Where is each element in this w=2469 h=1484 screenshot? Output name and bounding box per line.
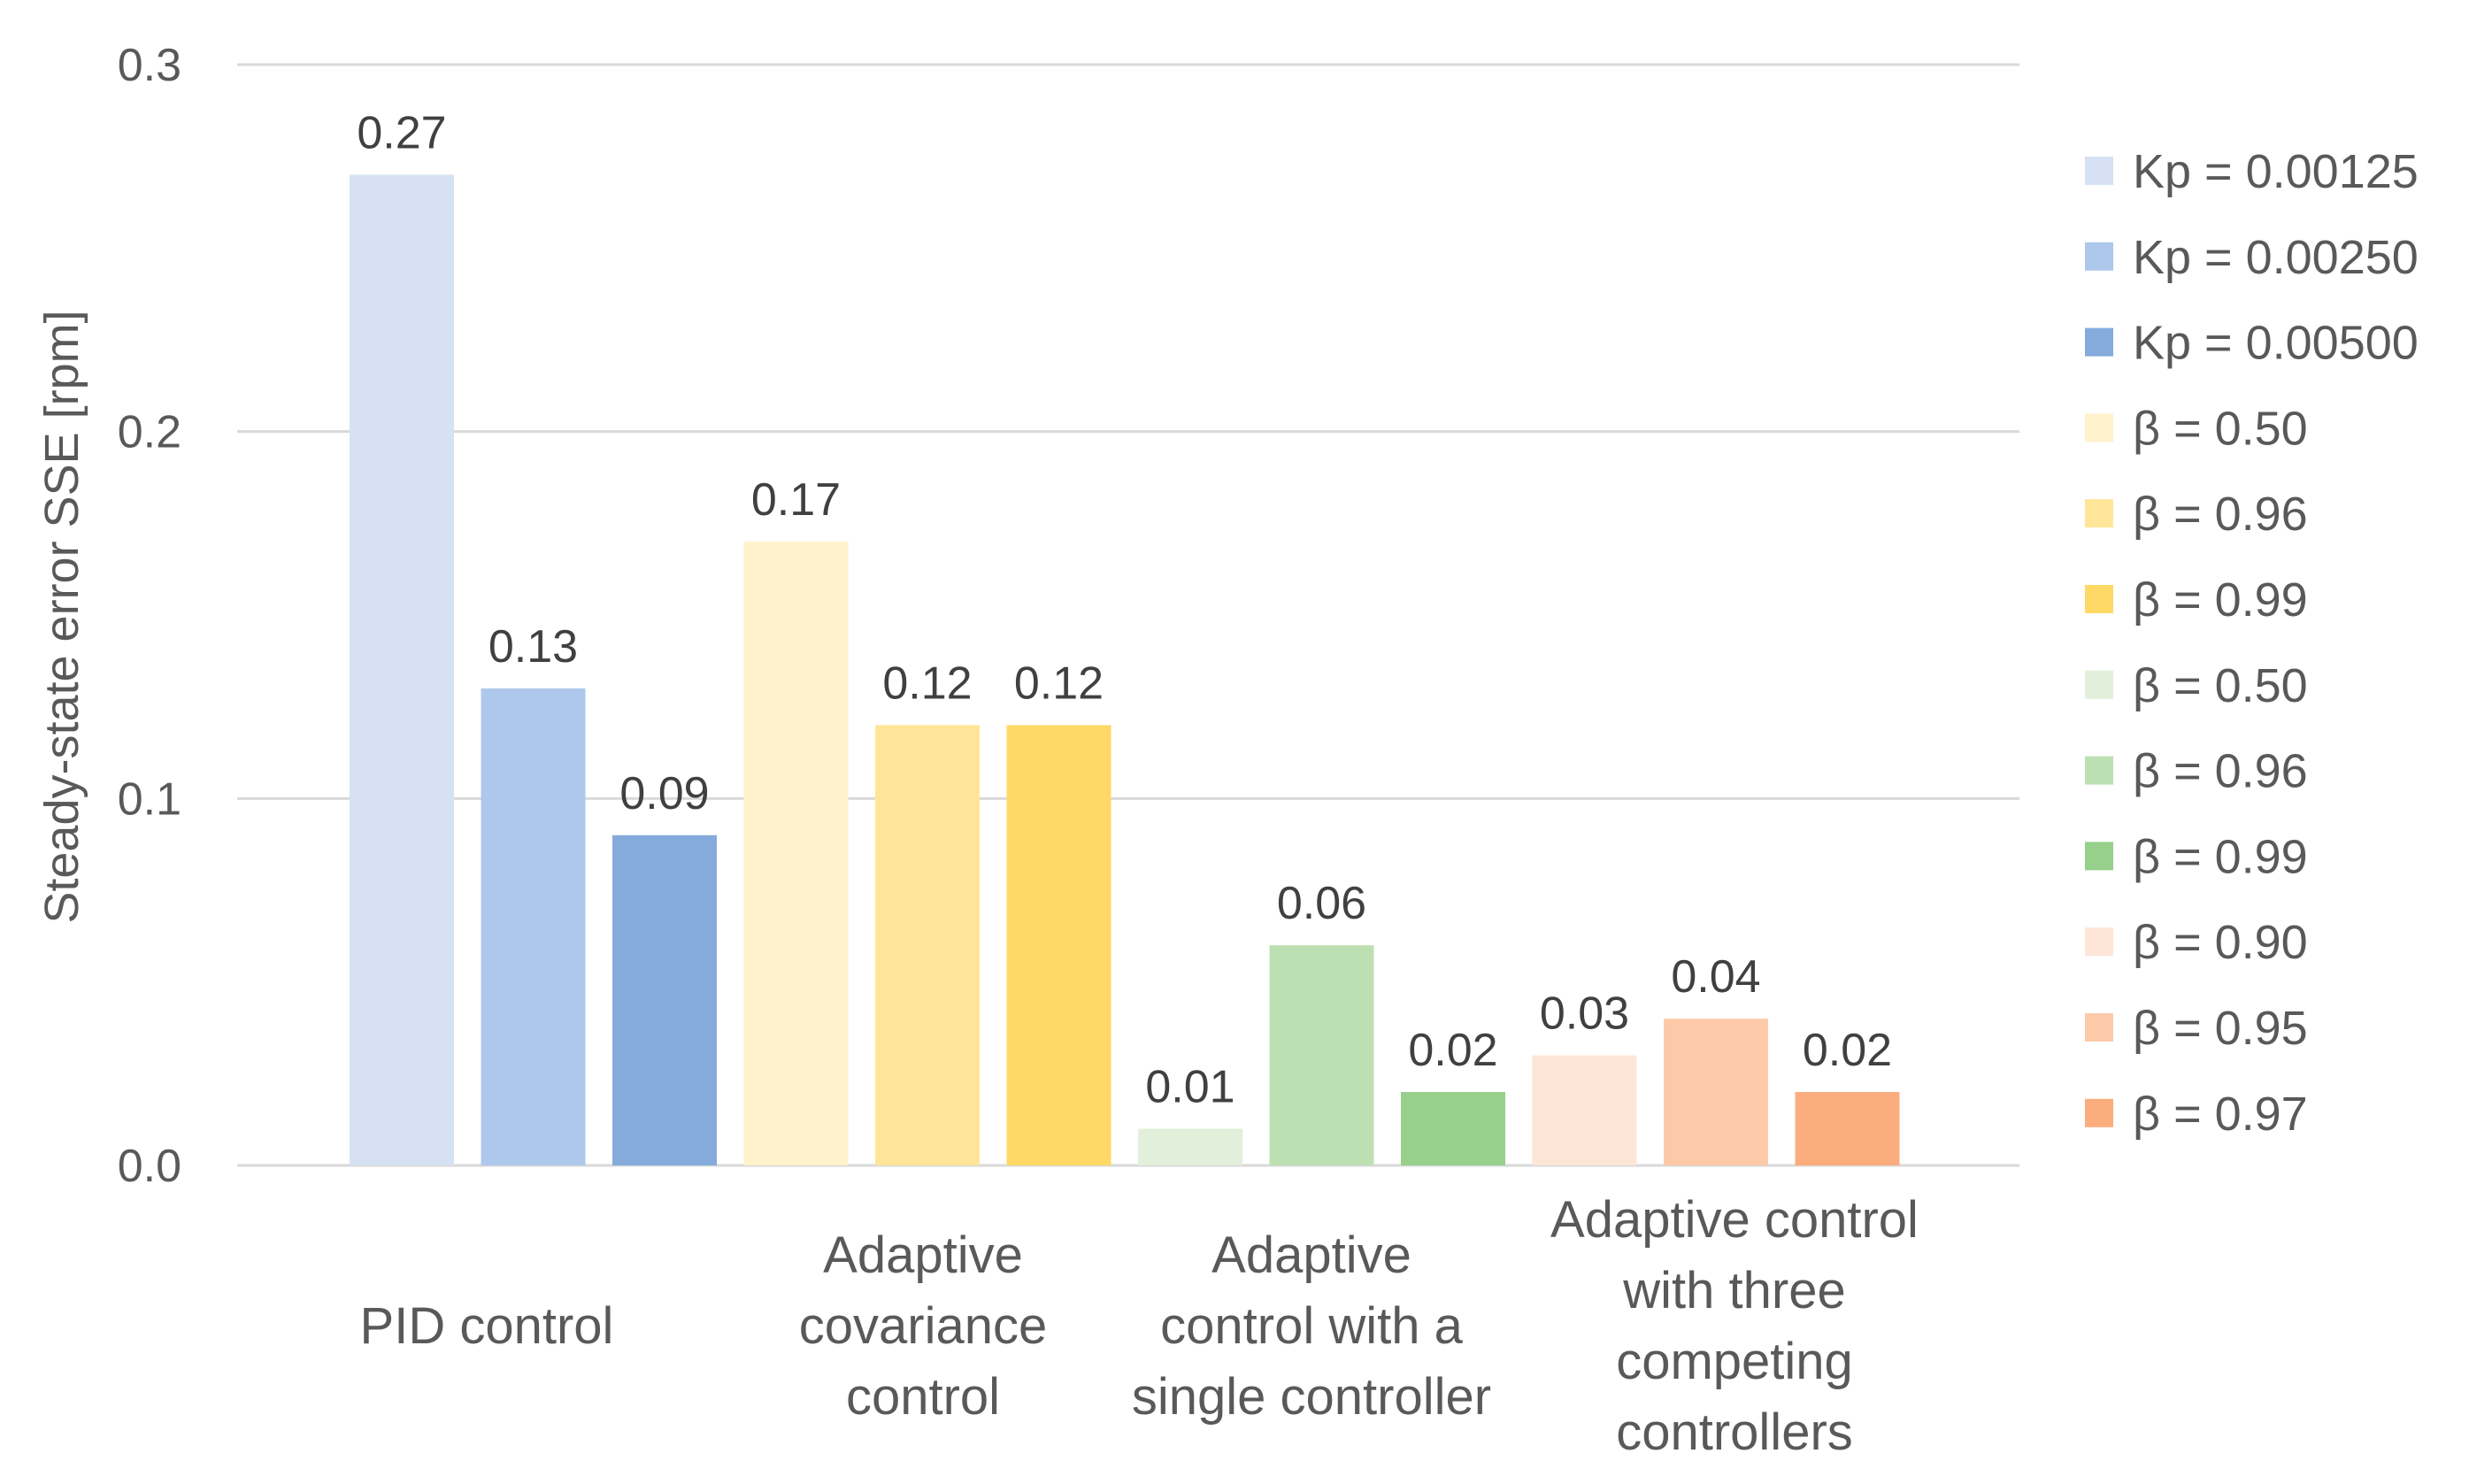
category-label: Adaptive covariance control	[799, 1226, 1047, 1426]
category-label-line: controllers	[1616, 1403, 1853, 1461]
data-label: 0.06	[1277, 878, 1366, 929]
y-tick-label: 0.2	[118, 407, 181, 458]
legend-swatch	[2085, 585, 2113, 613]
legend-label: β = 0.50	[2133, 402, 2308, 455]
legend-swatch	[2085, 157, 2113, 185]
legend-label: β = 0.99	[2133, 830, 2308, 883]
legend-swatch	[2085, 756, 2113, 785]
legend-swatch	[2085, 670, 2113, 699]
legend-item: β = 0.50	[2085, 402, 2308, 455]
legend-label: β = 0.95	[2133, 1002, 2308, 1055]
legend-label: Kp = 0.00250	[2133, 231, 2419, 284]
legend-label: β = 0.96	[2133, 745, 2308, 798]
legend-swatch	[2085, 327, 2113, 357]
data-label: 0.02	[1803, 1025, 1892, 1076]
legend-label: β = 0.97	[2133, 1088, 2308, 1141]
bar	[350, 174, 454, 1165]
category-label-line: covariance	[799, 1297, 1047, 1355]
legend-label: β = 0.90	[2133, 916, 2308, 969]
category-label-line: with three	[1622, 1262, 1845, 1319]
bar	[1138, 1128, 1242, 1165]
category-label: PID control	[360, 1297, 614, 1355]
bar	[612, 834, 717, 1165]
legend-swatch	[2085, 413, 2113, 442]
legend-swatch	[2085, 499, 2113, 528]
bar	[875, 725, 980, 1165]
data-labels: 0.27 0.13 0.09 0.17 0.12 0.12 0.01 0.06 0.02 0.03…	[357, 107, 1892, 1112]
category-label: Adaptive control with a single controller	[1132, 1226, 1491, 1426]
data-label: 0.12	[882, 657, 972, 709]
legend-item: β = 0.96	[2085, 488, 2308, 541]
category-label-line: Adaptive control	[1550, 1191, 1919, 1249]
category-label: Adaptive control with three competing contr…	[1550, 1191, 1919, 1461]
y-tick-label: 0.3	[118, 40, 181, 91]
bar	[743, 542, 849, 1165]
legend-item: β = 0.99	[2085, 573, 2308, 627]
bars	[350, 174, 1900, 1165]
legend-swatch	[2085, 1098, 2113, 1127]
category-label-line: PID control	[360, 1297, 614, 1355]
category-label-line: control with a	[1160, 1297, 1463, 1355]
legend-swatch	[2085, 927, 2113, 957]
legend-item: Kp = 0.00500	[2085, 317, 2419, 370]
legend: Kp = 0.00125 Kp = 0.00250 Kp = 0.00500 β = …	[2085, 145, 2419, 1141]
y-tick-label: 0.0	[118, 1141, 181, 1192]
data-label: 0.03	[1540, 988, 1629, 1040]
bar	[1006, 725, 1111, 1165]
legend-label: β = 0.99	[2133, 573, 2308, 627]
bar	[1664, 1019, 1768, 1165]
legend-label: β = 0.96	[2133, 488, 2308, 541]
bar	[1532, 1055, 1637, 1165]
bar	[1795, 1092, 1900, 1165]
data-label: 0.12	[1014, 657, 1104, 709]
data-label: 0.27	[357, 107, 446, 158]
legend-swatch	[2085, 1013, 2113, 1042]
category-label-line: competing	[1616, 1333, 1853, 1390]
legend-swatch	[2085, 842, 2113, 871]
y-tick-label: 0.1	[118, 773, 181, 825]
legend-label: Kp = 0.00125	[2133, 145, 2419, 198]
legend-item: Kp = 0.00125	[2085, 145, 2419, 198]
legend-label: Kp = 0.00500	[2133, 317, 2419, 370]
category-label-line: control	[846, 1368, 1000, 1426]
legend-item: β = 0.50	[2085, 659, 2308, 712]
legend-item: β = 0.90	[2085, 916, 2308, 969]
legend-item: Kp = 0.00250	[2085, 231, 2419, 284]
legend-item: β = 0.95	[2085, 1002, 2308, 1055]
category-label-line: Adaptive	[1211, 1226, 1411, 1284]
legend-swatch	[2085, 242, 2113, 271]
category-label-line: Adaptive	[823, 1226, 1023, 1284]
data-label: 0.13	[488, 621, 578, 673]
legend-item: β = 0.99	[2085, 830, 2308, 883]
y-axis-ticks: 0.0 0.1 0.2 0.3	[118, 40, 181, 1192]
data-label: 0.17	[751, 474, 841, 526]
data-label: 0.02	[1408, 1025, 1497, 1076]
legend-label: β = 0.50	[2133, 659, 2308, 712]
y-axis-label: Steady-state error SSE [rpm]	[35, 310, 88, 923]
data-label: 0.09	[619, 768, 709, 819]
bar	[481, 688, 586, 1165]
legend-item: β = 0.96	[2085, 745, 2308, 798]
bar	[1401, 1092, 1505, 1165]
category-label-line: single controller	[1132, 1368, 1491, 1426]
bar	[1269, 945, 1374, 1165]
data-label: 0.04	[1671, 951, 1760, 1003]
data-label: 0.01	[1145, 1062, 1234, 1113]
legend-item: β = 0.97	[2085, 1088, 2308, 1141]
